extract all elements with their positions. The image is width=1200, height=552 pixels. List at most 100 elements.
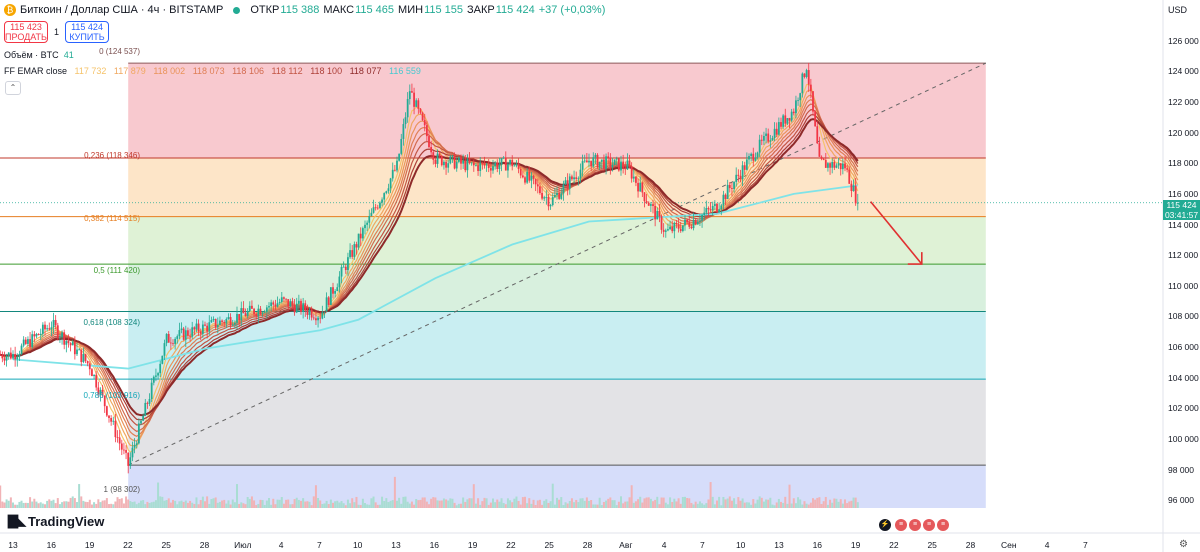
candle-body bbox=[777, 122, 780, 135]
candle-body bbox=[321, 312, 324, 319]
candle-body bbox=[110, 417, 113, 422]
volume-bar bbox=[86, 502, 89, 508]
candle-body bbox=[236, 314, 238, 323]
volume-bar bbox=[425, 501, 428, 508]
price-tick: 110 000 bbox=[1168, 280, 1199, 291]
volume-bar bbox=[35, 501, 38, 508]
volume-bar bbox=[404, 496, 407, 508]
volume-bar bbox=[33, 498, 36, 508]
candle-body bbox=[605, 156, 607, 169]
candle-body bbox=[231, 324, 234, 326]
volume-bar bbox=[588, 500, 590, 508]
ema-value: 118 073 bbox=[192, 66, 225, 76]
volume-bar bbox=[654, 499, 657, 508]
candle-body bbox=[709, 209, 712, 211]
candle-body bbox=[513, 165, 516, 167]
candle-body bbox=[763, 135, 765, 141]
candle-body bbox=[654, 206, 657, 220]
volume-bar bbox=[730, 500, 733, 508]
volume-bar bbox=[93, 502, 96, 508]
ema-value: 116 559 bbox=[388, 66, 421, 76]
volume-bar bbox=[600, 505, 603, 508]
volume-bar bbox=[374, 502, 377, 508]
volume-bar bbox=[229, 504, 232, 508]
volume-bar bbox=[125, 496, 128, 508]
symbol-title[interactable]: Биткоин / Доллар США · 4ч · BITSTAMP bbox=[20, 4, 224, 16]
candle-body bbox=[758, 139, 761, 153]
candle-body bbox=[607, 156, 610, 158]
currency-label[interactable]: USD bbox=[1168, 5, 1188, 15]
volume-bar bbox=[287, 499, 290, 508]
volume-bar bbox=[272, 498, 275, 508]
tradingview-logo[interactable]: ▇◣ TradingView bbox=[8, 513, 104, 529]
us-flag-event-icon[interactable]: ≡ bbox=[937, 519, 949, 531]
candle-body bbox=[165, 333, 168, 344]
candle-body bbox=[667, 229, 669, 231]
volume-bar bbox=[338, 502, 341, 508]
volume-bar bbox=[754, 503, 757, 508]
candle-body bbox=[142, 415, 145, 421]
volume-bar bbox=[684, 496, 686, 508]
candle-body bbox=[846, 168, 849, 170]
candle-body bbox=[707, 208, 710, 210]
volume-bar bbox=[506, 498, 509, 508]
candle-body bbox=[756, 152, 759, 158]
candle-body bbox=[178, 330, 181, 337]
volume-bar bbox=[451, 498, 454, 508]
candle-body bbox=[564, 180, 567, 185]
ema-legend[interactable]: FF EMAR close 117 732 117 879 118 002 11… bbox=[4, 66, 426, 76]
volume-bar bbox=[782, 502, 785, 508]
volume-bar bbox=[398, 497, 401, 508]
candle-body bbox=[351, 250, 354, 257]
us-flag-event-icon[interactable]: ≡ bbox=[923, 519, 935, 531]
volume-bar bbox=[184, 500, 187, 508]
volume-bar bbox=[833, 498, 836, 508]
fib-label: 0,5 (111 420) bbox=[93, 266, 140, 275]
time-tick: 7 bbox=[317, 540, 322, 550]
candle-body bbox=[114, 420, 117, 438]
collapse-legend-button[interactable]: ⌃ bbox=[5, 81, 21, 95]
volume-legend[interactable]: Объём · BTC 41 bbox=[4, 50, 74, 60]
us-flag-event-icon[interactable]: ≡ bbox=[895, 519, 907, 531]
close-label: ЗАКР bbox=[467, 4, 495, 16]
candle-body bbox=[658, 210, 661, 217]
candle-body bbox=[630, 166, 633, 179]
candle-body bbox=[184, 330, 187, 340]
ema-value: 118 112 bbox=[271, 66, 303, 76]
candle-body bbox=[133, 444, 136, 448]
volume-bar bbox=[165, 500, 168, 508]
lightning-event-icon[interactable]: ⚡ bbox=[879, 519, 891, 531]
ema-label: FF EMAR close bbox=[4, 66, 68, 76]
volume-bar bbox=[848, 501, 851, 508]
candle-body bbox=[7, 352, 10, 357]
volume-bar bbox=[18, 501, 21, 508]
candle-body bbox=[233, 322, 236, 325]
candle-body bbox=[536, 184, 539, 187]
candle-body bbox=[97, 387, 100, 395]
volume-bar bbox=[195, 497, 198, 508]
volume-bar bbox=[248, 498, 251, 508]
volume-bar bbox=[605, 500, 608, 508]
candle-body bbox=[381, 199, 383, 203]
volume-bar bbox=[570, 498, 573, 508]
candle-body bbox=[592, 157, 595, 167]
candle-body bbox=[726, 184, 729, 200]
candle-body bbox=[285, 298, 287, 300]
candle-body bbox=[244, 313, 247, 317]
candle-body bbox=[575, 177, 578, 179]
time-tick: 25 bbox=[544, 540, 554, 550]
candle-body bbox=[423, 120, 426, 126]
volume-bar bbox=[210, 499, 213, 508]
sell-button[interactable]: 115 423 ПРОДАТЬ bbox=[4, 21, 48, 43]
volume-bar bbox=[24, 502, 27, 508]
candle-body bbox=[180, 328, 183, 331]
settings-gear-icon[interactable]: ⚙ bbox=[1179, 539, 1188, 550]
us-flag-event-icon[interactable]: ≡ bbox=[909, 519, 921, 531]
candle-body bbox=[16, 356, 19, 360]
buy-button[interactable]: 115 424 КУПИТЬ bbox=[65, 21, 110, 43]
time-tick: 7 bbox=[700, 540, 705, 550]
candle-body bbox=[404, 117, 407, 125]
volume-bar bbox=[293, 499, 296, 508]
volume-bar bbox=[63, 501, 66, 508]
